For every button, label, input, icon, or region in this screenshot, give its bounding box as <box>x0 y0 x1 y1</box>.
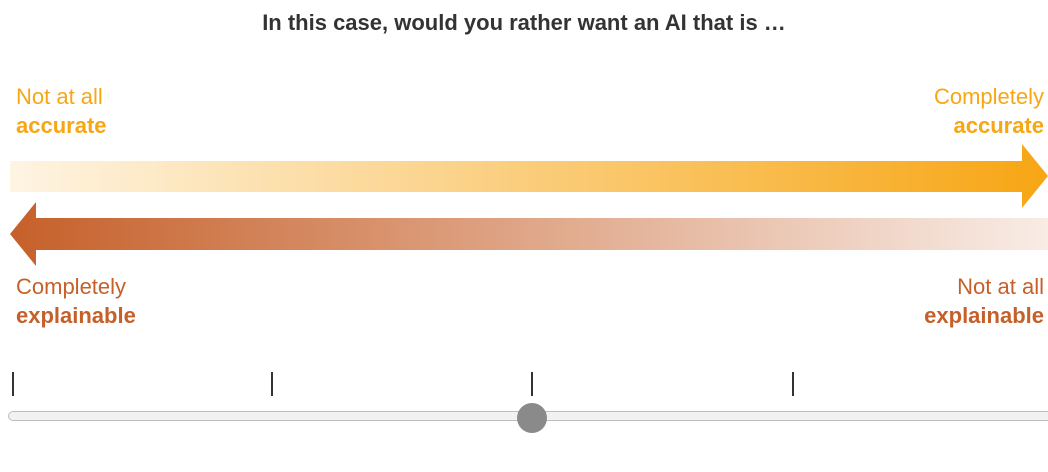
explainability-low-term: explainable <box>924 303 1044 328</box>
accuracy-high-term: accurate <box>953 113 1044 138</box>
explainability-arrow <box>10 202 1048 266</box>
question-title: In this case, would you rather want an A… <box>262 10 786 35</box>
explainability-low-label: Not at all explainable <box>924 272 1044 330</box>
accuracy-high-prefix: Completely <box>933 84 1044 109</box>
slider-tick <box>792 372 794 396</box>
slider-tick <box>271 372 273 396</box>
accuracy-low-term: accurate <box>16 113 107 138</box>
explainability-high-label: Completely explainable <box>16 272 136 330</box>
accuracy-high-label: Completely accurate <box>934 82 1044 140</box>
explainability-high-prefix: Completely <box>16 274 127 299</box>
slider-thumb[interactable] <box>516 403 547 433</box>
accuracy-low-label: Not at all accurate <box>16 82 107 140</box>
explainability-high-term: explainable <box>16 303 136 328</box>
slider-tick <box>531 372 533 396</box>
accuracy-arrow <box>10 144 1048 208</box>
accuracy-low-prefix: Not at all <box>16 84 103 109</box>
explainability-low-prefix: Not at all <box>957 274 1044 299</box>
slider-tick <box>12 372 14 396</box>
